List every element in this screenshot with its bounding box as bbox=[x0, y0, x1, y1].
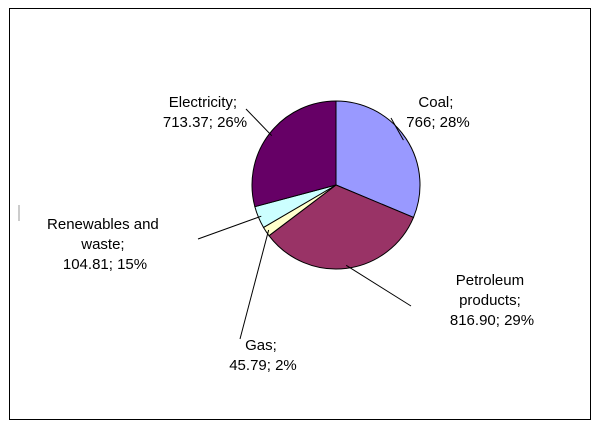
leader-line-electricity bbox=[245, 108, 273, 137]
pie-slice-petroleum-products bbox=[268, 184, 415, 270]
leader-line-gas bbox=[239, 229, 270, 340]
leader-line-renewables-and-waste bbox=[197, 215, 262, 240]
label-gas: Gas; 45.79; 2% bbox=[229, 337, 297, 374]
pie-chart: Coal; 766; 28% Petroleum products; 816.9… bbox=[18, 94, 534, 374]
label-renewables-and-waste: Renewables and waste; 104.81; 15% bbox=[47, 216, 163, 273]
label-coal: Coal; 766; 28% bbox=[406, 94, 469, 131]
pie-slice-coal bbox=[335, 100, 421, 219]
label-electricity: Electricity; 713.37; 26% bbox=[163, 94, 247, 131]
chart-area: Coal; 766; 28% Petroleum products; 816.9… bbox=[9, 8, 591, 420]
leader-line-coal bbox=[390, 117, 404, 141]
label-petroleum-products: Petroleum products; 816.90; 29% bbox=[450, 272, 534, 329]
leader-line-petroleum-products bbox=[345, 264, 412, 307]
